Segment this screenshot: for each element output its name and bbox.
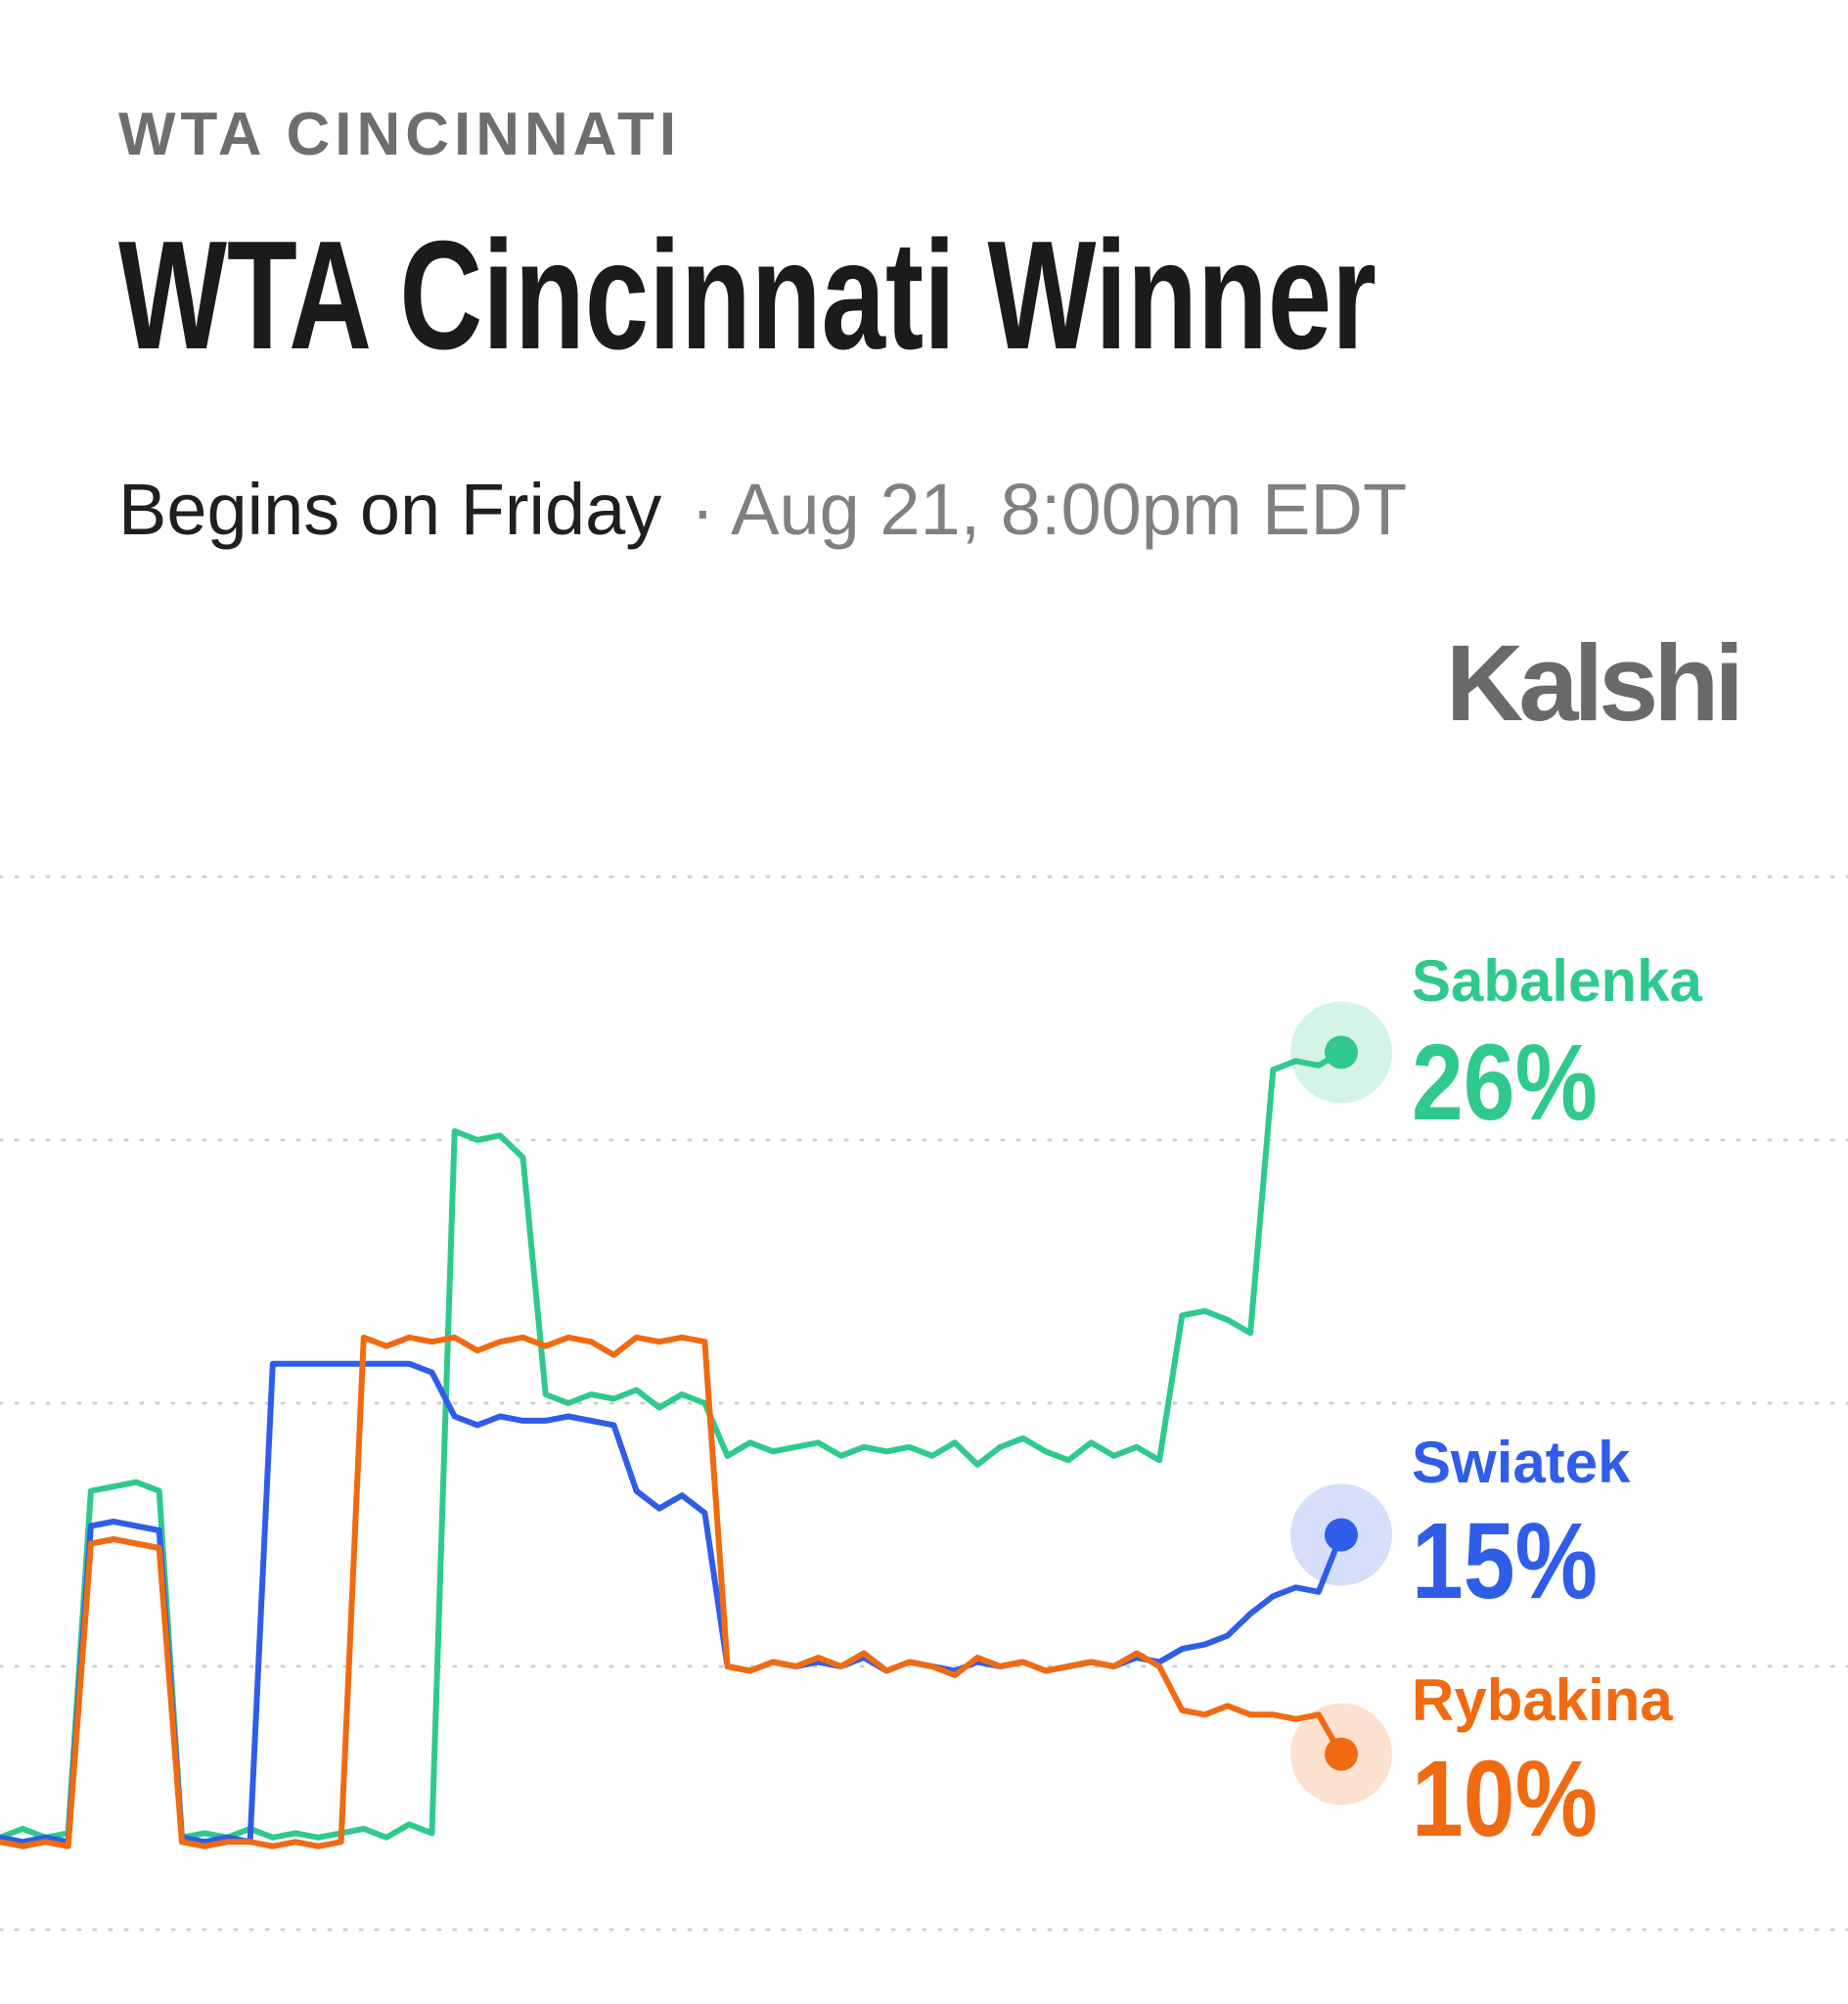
legend-name: Sabalenka — [1412, 948, 1702, 1014]
legend-name: Rybakina — [1412, 1667, 1673, 1733]
subtitle-date: · Aug 21, 8:00pm EDT — [691, 469, 1407, 550]
end-dot — [1325, 1518, 1358, 1552]
value-label: 15% — [1412, 1501, 1598, 1621]
series-line — [0, 1334, 1344, 1849]
end-dot — [1325, 1737, 1358, 1771]
series-line — [0, 1049, 1343, 1841]
value-label: 26% — [1412, 1023, 1598, 1143]
brand-logo: Kalshi — [1446, 623, 1739, 744]
series-line — [0, 1360, 1344, 1845]
end-dot — [1325, 1035, 1358, 1070]
kicker: WTA CINCINNATI — [118, 101, 681, 168]
subtitle-day: Begins on Friday — [118, 469, 661, 550]
title: WTA Cincinnati Winner — [118, 209, 1376, 382]
value-label: 10% — [1412, 1739, 1598, 1859]
legend-name: Swiatek — [1412, 1430, 1631, 1495]
